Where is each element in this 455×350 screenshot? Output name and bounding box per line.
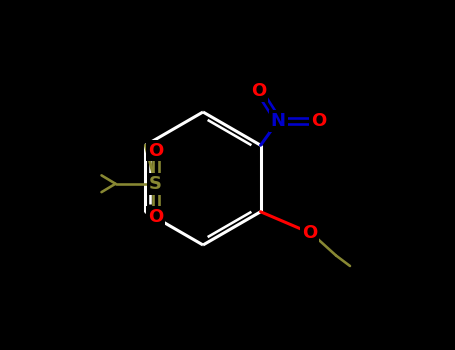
Text: O: O xyxy=(302,224,318,242)
Text: O: O xyxy=(251,82,267,100)
Text: N: N xyxy=(271,112,286,130)
Text: O: O xyxy=(148,208,163,226)
Text: S: S xyxy=(149,175,162,193)
Text: O: O xyxy=(148,141,163,160)
Text: O: O xyxy=(311,112,326,130)
